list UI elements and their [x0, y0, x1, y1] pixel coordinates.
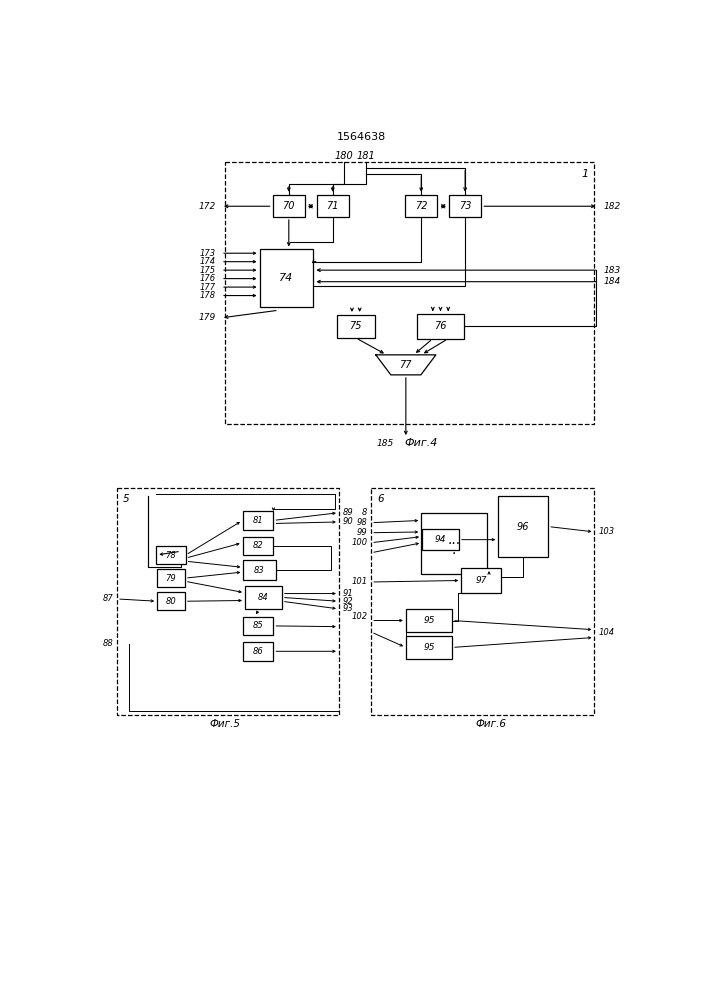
Bar — [243, 537, 274, 555]
Text: 72: 72 — [415, 201, 428, 211]
Text: 95: 95 — [423, 643, 435, 652]
Text: 175: 175 — [199, 266, 216, 275]
Bar — [157, 569, 185, 587]
Text: 71: 71 — [327, 201, 339, 211]
Bar — [417, 314, 464, 339]
Text: 184: 184 — [604, 277, 621, 286]
Bar — [273, 195, 305, 217]
Bar — [317, 195, 349, 217]
Bar — [498, 496, 549, 557]
Bar — [371, 488, 595, 715]
Text: Фиг.4: Фиг.4 — [404, 438, 438, 448]
Text: Фиг.6: Фиг.6 — [475, 719, 506, 729]
Text: ...: ... — [447, 533, 460, 547]
Text: 8: 8 — [362, 508, 368, 517]
Polygon shape — [376, 355, 436, 375]
Text: 99: 99 — [356, 528, 368, 537]
Bar — [243, 617, 274, 635]
Bar — [117, 488, 339, 715]
Text: 85: 85 — [252, 621, 264, 630]
Text: 172: 172 — [199, 202, 216, 211]
Text: 96: 96 — [517, 522, 529, 532]
Text: 179: 179 — [199, 313, 216, 322]
Bar — [461, 568, 501, 593]
Text: 77: 77 — [399, 360, 412, 370]
Bar — [449, 195, 481, 217]
Text: 74: 74 — [279, 273, 293, 283]
Text: 6: 6 — [378, 494, 384, 504]
Text: 102: 102 — [351, 612, 368, 621]
Text: 76: 76 — [434, 321, 447, 331]
Bar — [421, 513, 486, 574]
Text: 94: 94 — [435, 535, 446, 544]
Text: 73: 73 — [459, 201, 472, 211]
Text: 81: 81 — [252, 516, 264, 525]
Text: 176: 176 — [199, 274, 216, 283]
Text: 92: 92 — [343, 597, 354, 606]
Bar — [243, 560, 276, 580]
Text: 86: 86 — [252, 647, 264, 656]
Bar — [405, 195, 438, 217]
Text: .: . — [451, 543, 456, 557]
Text: 79: 79 — [165, 574, 176, 583]
Text: 98: 98 — [356, 518, 368, 527]
Text: 82: 82 — [252, 541, 264, 550]
Bar — [422, 529, 459, 550]
Bar — [406, 636, 452, 659]
Text: 185: 185 — [377, 439, 395, 448]
Text: 1564638: 1564638 — [337, 132, 387, 142]
Text: 84: 84 — [258, 593, 269, 602]
Text: 101: 101 — [351, 578, 368, 586]
Bar — [157, 592, 185, 610]
Text: 89: 89 — [343, 508, 354, 517]
Bar — [156, 546, 186, 564]
Text: 88: 88 — [103, 639, 113, 648]
Text: 104: 104 — [598, 628, 614, 637]
Text: Фиг.5: Фиг.5 — [209, 719, 240, 729]
Text: 182: 182 — [604, 202, 621, 211]
Bar — [243, 511, 274, 530]
Text: 100: 100 — [351, 538, 368, 547]
Bar — [406, 609, 452, 632]
Text: 93: 93 — [343, 604, 354, 613]
Text: 87: 87 — [103, 594, 113, 603]
Text: 174: 174 — [199, 257, 216, 266]
Text: 103: 103 — [598, 527, 614, 536]
Text: 178: 178 — [199, 291, 216, 300]
Text: 5: 5 — [123, 494, 130, 504]
Text: 181: 181 — [356, 151, 375, 161]
Text: 83: 83 — [255, 566, 265, 575]
Text: 90: 90 — [343, 517, 354, 526]
Text: 173: 173 — [199, 249, 216, 258]
Text: 97: 97 — [476, 576, 487, 585]
Text: 95: 95 — [423, 616, 435, 625]
Text: 177: 177 — [199, 283, 216, 292]
Text: 91: 91 — [343, 589, 354, 598]
Bar — [243, 642, 274, 661]
Bar — [225, 162, 595, 424]
Text: 183: 183 — [604, 266, 621, 275]
Text: 1: 1 — [581, 169, 588, 179]
Text: 75: 75 — [349, 321, 362, 331]
Text: 180: 180 — [335, 151, 354, 161]
Text: 70: 70 — [283, 201, 295, 211]
Bar — [245, 586, 282, 609]
Text: 78: 78 — [165, 551, 176, 560]
Bar — [337, 315, 375, 338]
Text: 80: 80 — [165, 597, 176, 606]
Bar — [259, 249, 313, 307]
